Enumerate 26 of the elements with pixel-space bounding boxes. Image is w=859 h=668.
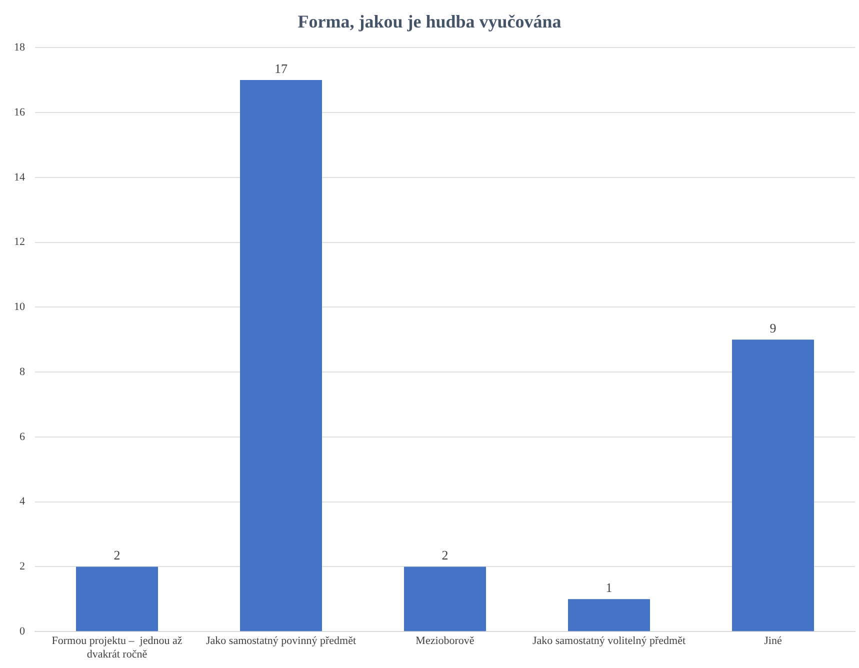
x-tick-label: Jako samostatný povinný předmět xyxy=(206,635,356,648)
y-tick-label: 16 xyxy=(14,106,26,118)
y-tick-label: 2 xyxy=(20,560,25,573)
x-tick-label: Formou projektu – jednou až dvakrát ročně xyxy=(52,635,182,660)
bar xyxy=(240,80,322,632)
bar xyxy=(76,566,158,632)
x-tick-label: Mezioborově xyxy=(416,635,474,648)
y-tick-label: 12 xyxy=(14,236,25,248)
data-label: 17 xyxy=(274,60,288,76)
bar xyxy=(404,566,486,632)
data-label: 2 xyxy=(114,548,120,563)
y-tick-label: 14 xyxy=(14,171,26,184)
data-label: 9 xyxy=(770,320,776,336)
y-tick-label: 0 xyxy=(20,625,26,638)
bar xyxy=(732,340,814,632)
bar xyxy=(568,599,650,632)
chart-title: Forma, jakou je hudba vyučována xyxy=(298,11,562,32)
data-label: 1 xyxy=(606,580,612,596)
y-tick-label: 4 xyxy=(20,496,26,508)
y-tick-label: 10 xyxy=(14,301,26,314)
x-tick-label: Jako samostatný volitelný předmět xyxy=(532,635,686,648)
data-label: 2 xyxy=(442,548,448,563)
y-tick-label: 8 xyxy=(20,366,26,378)
y-tick-label: 18 xyxy=(14,41,26,54)
x-tick-label: Jiné xyxy=(764,635,782,648)
y-tick-label: 6 xyxy=(20,430,26,443)
